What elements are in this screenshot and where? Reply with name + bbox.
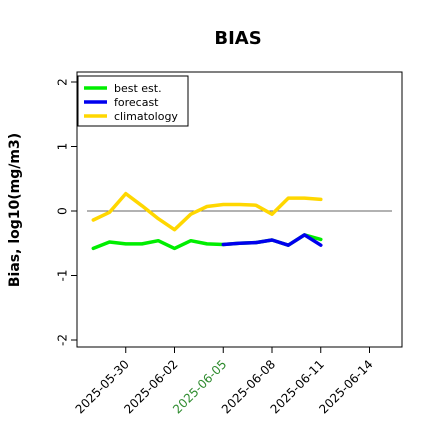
legend-label: climatology	[114, 110, 178, 123]
y-tick-label: 0	[56, 207, 70, 215]
y-tick-label: 2	[56, 78, 70, 86]
legend-label: forecast	[114, 96, 159, 109]
legend-label: best est.	[114, 82, 162, 95]
plot-area	[76, 71, 403, 348]
y-tick-label: 1	[56, 143, 70, 151]
chart-title: BIAS	[214, 28, 261, 49]
series-layer	[91, 191, 323, 251]
series-line-forecast	[221, 233, 323, 247]
y-tick-label: -1	[56, 270, 70, 282]
y-axis-label: Bias, log10(mg/m3)	[7, 133, 23, 287]
series-line-climatology	[91, 191, 323, 232]
y-tick-label: -2	[56, 334, 70, 346]
x-axis: 2025-05-302025-06-022025-06-052025-06-08…	[73, 347, 376, 416]
y-axis: -2 -1 0 1 2	[56, 78, 77, 346]
